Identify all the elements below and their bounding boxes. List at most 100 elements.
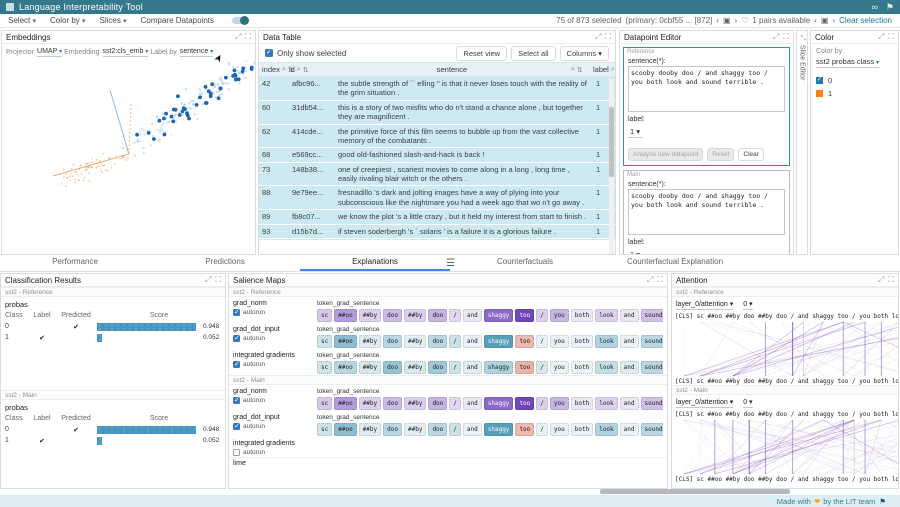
- color-by-select[interactable]: sst2 probas class ▾: [816, 57, 880, 68]
- autorun-checkbox[interactable]: [233, 449, 240, 456]
- attention-panel: Attention ⤢ ⛶ sst2 - Reference layer_0/at…: [671, 273, 899, 489]
- slices-menu[interactable]: Slices ▾: [99, 16, 127, 25]
- head-select[interactable]: 0 ▾: [743, 399, 753, 408]
- table-row[interactable]: 941019aa...byler reveals his characters …: [259, 238, 615, 240]
- fullscreen-icon[interactable]: ⛶: [888, 32, 894, 41]
- scatter-point-selected-class0: [224, 75, 228, 80]
- prev-datapoint-icon[interactable]: ‹: [716, 16, 719, 25]
- label-by-select[interactable]: sentence ▾: [179, 47, 214, 57]
- search-icon[interactable]: ⌕: [610, 65, 615, 73]
- reset-button[interactable]: Reset: [707, 148, 735, 161]
- legend-item[interactable]: 0: [816, 76, 893, 85]
- select-all-button[interactable]: Select all: [511, 45, 556, 61]
- autorun-checkbox[interactable]: [233, 360, 240, 368]
- fullscreen-icon[interactable]: ⛶: [888, 275, 894, 284]
- tab-counterfactuals[interactable]: Counterfactuals: [496, 257, 554, 266]
- salience-token-chip: sc: [317, 361, 333, 374]
- next-pair-icon[interactable]: ›: [832, 16, 836, 25]
- tab-predictions[interactable]: Predictions: [205, 257, 245, 266]
- table-row[interactable]: 89 fb8c07... we know the plot 's a little …: [259, 210, 615, 225]
- salience-token-chip: look: [595, 423, 618, 436]
- class-value: 0: [5, 426, 9, 433]
- table-row[interactable]: 60 31db54... this is a story of two misfit…: [259, 100, 615, 125]
- search-icon[interactable]: ⌕: [281, 65, 286, 73]
- tab-performance[interactable]: Performance: [52, 257, 98, 266]
- fullscreen-icon[interactable]: ⛶: [657, 275, 663, 284]
- columns-button[interactable]: Columns ▾: [559, 45, 609, 61]
- salience-token-chip: both: [570, 335, 594, 348]
- token-chips: sc ##oo ##by doo ##by doo / and shaggy too / you bot…: [317, 335, 663, 348]
- next-datapoint-icon[interactable]: ›: [734, 16, 738, 25]
- expand-icon[interactable]: ⤢: [234, 32, 242, 41]
- table-row[interactable]: 42 afbc96... the subtle strength of `` ell…: [259, 77, 615, 101]
- pair-box-icon[interactable]: ▣: [820, 16, 829, 25]
- sentence-textarea[interactable]: [628, 189, 785, 235]
- label-select[interactable]: 1 ▾: [628, 127, 643, 138]
- expand-icon[interactable]: ⤢: [877, 32, 885, 41]
- sort-icon[interactable]: ⇅: [287, 66, 294, 74]
- table-row[interactable]: 88 9e79ee... fresnadillo 's dark and jolti…: [259, 186, 615, 211]
- col-score: Score: [149, 312, 169, 319]
- expand-icon[interactable]: ⤢: [594, 32, 602, 41]
- share-link-icon[interactable]: ∞: [871, 2, 878, 12]
- autorun-checkbox[interactable]: [233, 396, 240, 404]
- tab-explanations[interactable]: Explanations: [300, 254, 450, 271]
- table-scrollbar[interactable]: [609, 79, 614, 254]
- scatter-point-unselected-class1: [123, 157, 125, 159]
- layer-select[interactable]: layer_0/attention ▾: [676, 399, 734, 408]
- autorun-checkbox[interactable]: [233, 308, 240, 316]
- color-by-menu[interactable]: Color by ▾: [49, 16, 86, 25]
- table-row[interactable]: 68 e569cc... good old-fashioned slash-and-…: [259, 148, 615, 163]
- scatter-point-unselected-class1: [98, 159, 101, 162]
- analyze-new-datapoint-button[interactable]: Analyze new datapoint: [628, 148, 704, 161]
- slice-editor-strip[interactable]: ⤢ Slice Editor: [796, 30, 808, 255]
- salience-token-chip: ##oo: [334, 423, 357, 436]
- autorun-checkbox[interactable]: [233, 334, 240, 342]
- scatter-point-unselected-class0: [232, 65, 235, 69]
- reset-view-button[interactable]: Reset view: [456, 45, 508, 61]
- table-row[interactable]: 93 d15b7d... if steven soderbergh 's ` sol…: [259, 224, 615, 239]
- expand-icon[interactable]: ⤢: [646, 275, 654, 284]
- label-select[interactable]: 1 ▾: [628, 249, 642, 254]
- autorun-checkbox[interactable]: [233, 422, 240, 430]
- expand-icon[interactable]: ⤢: [772, 32, 780, 41]
- expand-icon[interactable]: ⤢: [877, 275, 885, 284]
- sentence-textarea[interactable]: [628, 66, 785, 112]
- random-datapoint-icon[interactable]: ▣: [722, 16, 731, 25]
- search-icon[interactable]: ⌕: [571, 65, 575, 73]
- sort-icon[interactable]: ⇅: [302, 66, 309, 74]
- predicted-check: ✔: [73, 426, 79, 434]
- fullscreen-icon[interactable]: ⛶: [783, 32, 789, 41]
- compare-datapoints-toggle[interactable]: [232, 16, 249, 25]
- table-row[interactable]: 73 148b38... one of creepiest , scariest m…: [259, 162, 615, 187]
- salience-token-chip: /: [536, 335, 548, 348]
- embedding-select[interactable]: sst2:cls_emb ▾: [102, 47, 149, 57]
- salience-token-chip: too: [515, 423, 535, 436]
- select-menu[interactable]: Select ▾: [8, 16, 36, 25]
- projector-select[interactable]: UMAP ▾: [37, 47, 63, 57]
- prev-pair-icon[interactable]: ‹: [814, 16, 817, 25]
- head-select[interactable]: 0 ▾: [743, 301, 753, 310]
- embedding-scatter[interactable]: [2, 60, 255, 254]
- table-row[interactable]: 62 414cde... the primitive force of this f…: [259, 124, 615, 149]
- scatter-point-unselected-class0: [148, 129, 151, 132]
- fullscreen-icon[interactable]: ⛶: [605, 32, 611, 41]
- clear-button[interactable]: Clear: [738, 148, 764, 161]
- sort-icon[interactable]: ⇅: [576, 66, 583, 74]
- expand-icon[interactable]: ⤢: [204, 275, 212, 284]
- favorite-icon[interactable]: ♡: [741, 16, 749, 25]
- cell-id: afbc96...: [292, 79, 321, 88]
- docs-flag-icon[interactable]: ⚑: [885, 1, 894, 12]
- drag-handle-icon[interactable]: ☰: [446, 258, 455, 269]
- fullscreen-icon[interactable]: ⛶: [245, 32, 251, 41]
- tab-counterfactual-explanation[interactable]: Counterfactual Explanation: [626, 257, 724, 266]
- horizontal-scrollbar[interactable]: [600, 489, 790, 494]
- legend-item[interactable]: 1: [816, 89, 893, 98]
- attention-tokens-bottom: [CLS] sc ##oo ##by doo ##by doo / and sh…: [675, 476, 899, 483]
- layer-select[interactable]: layer_0/attention ▾: [676, 301, 734, 310]
- search-icon[interactable]: ⌕: [296, 65, 301, 73]
- fullscreen-icon[interactable]: ⛶: [215, 275, 221, 284]
- clear-selection-link[interactable]: Clear selection: [839, 16, 892, 25]
- score-value: 0.052: [203, 334, 220, 341]
- only-show-selected-checkbox[interactable]: [265, 48, 273, 57]
